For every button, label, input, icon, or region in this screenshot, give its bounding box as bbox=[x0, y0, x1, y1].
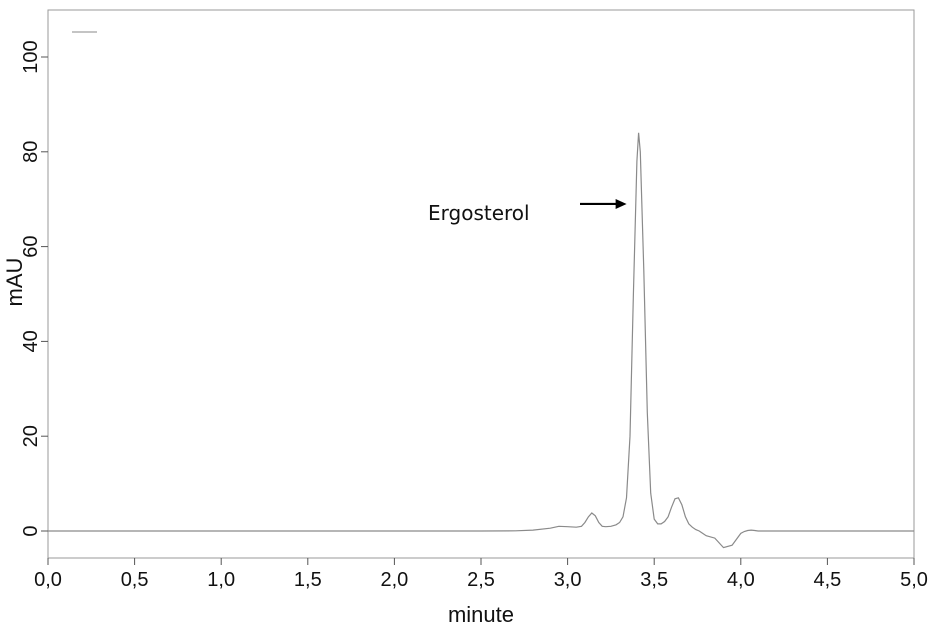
x-tick-label: 1,5 bbox=[294, 569, 322, 591]
x-tick-label: 4,0 bbox=[727, 569, 755, 591]
x-tick-label: 2,0 bbox=[380, 569, 408, 591]
arrow-head-icon bbox=[615, 198, 627, 209]
x-tick-label: 5,0 bbox=[900, 569, 928, 591]
y-tick-label: 100 bbox=[20, 40, 42, 73]
y-tick-label: 40 bbox=[20, 330, 42, 352]
y-tick-label: 20 bbox=[20, 425, 42, 447]
x-tick-label: 0,5 bbox=[121, 569, 149, 591]
x-tick-label: 3,5 bbox=[640, 569, 668, 591]
x-axis: 0,0 0,5 1,0 1,5 2,0 2,5 3,0 3,5 4,0 4,5 5,0 bbox=[34, 558, 928, 591]
y-tick-label: 0 bbox=[20, 525, 42, 536]
x-tick-label: 4,5 bbox=[813, 569, 841, 591]
y-axis: 0 20 40 60 80 100 bbox=[20, 40, 48, 537]
x-tick-label: 1,0 bbox=[207, 569, 235, 591]
y-axis-title: mAU bbox=[2, 258, 27, 307]
ergosterol-annotation: Ergosterol bbox=[428, 198, 627, 225]
plot-frame bbox=[47, 9, 915, 559]
y-tick-label: 80 bbox=[20, 141, 42, 163]
x-axis-title: minute bbox=[448, 602, 514, 627]
y-tick-label: 60 bbox=[20, 235, 42, 257]
chromatogram-line bbox=[48, 132, 914, 549]
x-tick-label: 2,5 bbox=[467, 569, 495, 591]
annotation-label: Ergosterol bbox=[428, 201, 530, 225]
x-tick-label: 3,0 bbox=[554, 569, 582, 591]
x-tick-label: 0,0 bbox=[34, 569, 62, 591]
